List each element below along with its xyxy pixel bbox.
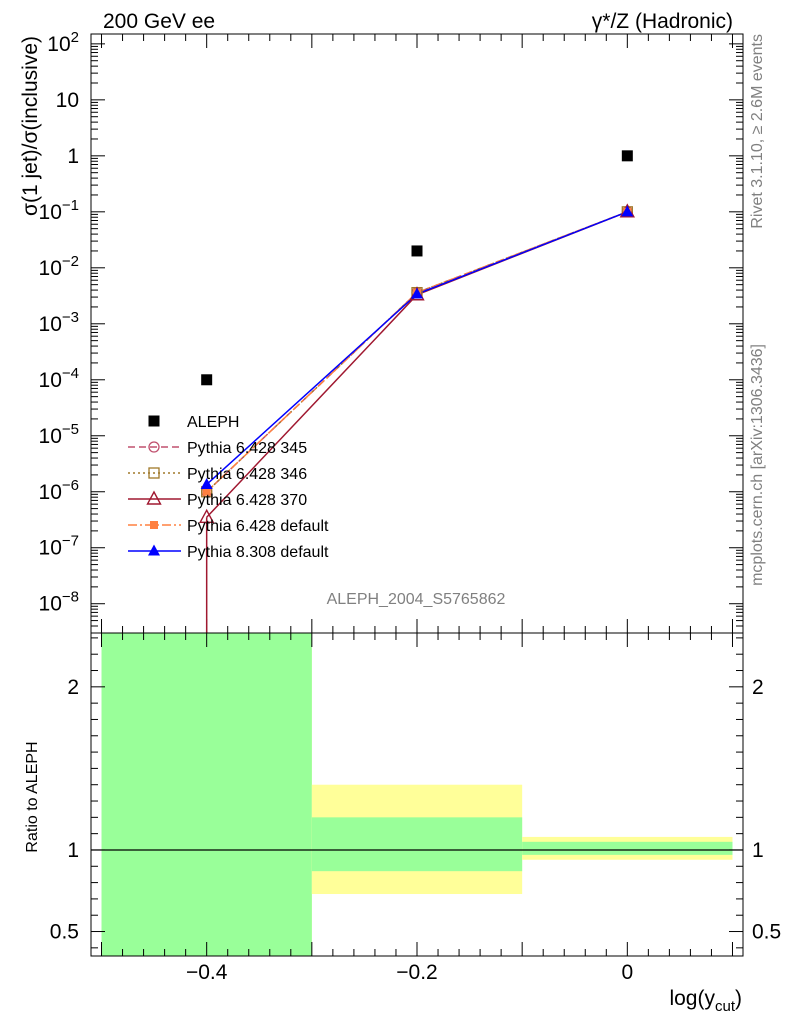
marker-p370 [199,508,215,523]
main-y-axis-label: σ(1 jet)/σ(inclusive) [19,36,42,216]
x-tick-label: −0.4 [186,961,228,984]
ratio-plot-panel: 0.5 0.5 1 1 2 2 −0.4 −0.2 0 [50,632,781,984]
ratio-y-tick-label-left: 1 [67,839,79,862]
legend-label-p8: Pythia 8.308 default [187,544,329,561]
marker-data [201,374,213,386]
ratio-band-inner [522,841,733,855]
legend-label-p345: Pythia 6.428 345 [187,440,307,457]
y-tick-label: 10 [56,89,79,112]
legend-label-data: ALEPH [187,414,239,431]
y-tick-label: 10−1 [39,197,79,224]
y-tick-mantissa: 10 [47,33,70,56]
mc-series-lines [205,211,628,633]
y-tick-label: 10−4 [39,365,79,392]
y-tick-exponent: −7 [62,533,79,550]
y-tick-exponent: −5 [62,421,79,438]
legend-label-p346: Pythia 6.428 346 [187,466,307,483]
x-tick-label: 0 [621,961,633,984]
y-tick-label: 10−2 [39,253,79,280]
legend-marker-data [148,415,160,427]
x-axis-label-main: log(y [669,987,715,1010]
legend-marker-p370 [146,490,162,505]
y-tick-label: 10−6 [39,477,79,504]
ratio-y-tick-label-right: 1 [752,839,764,862]
y-tick-mantissa: 10 [39,313,62,336]
header-right-label: γ*/Z (Hadronic) [592,10,733,33]
ratio-axis-ticks: 0.5 0.5 1 1 2 2 −0.4 −0.2 0 [50,633,781,984]
ratio-y-tick-label-left: 2 [67,676,79,699]
marker-p8 [200,477,213,489]
y-tick-mantissa: 10 [56,89,79,112]
y-tick-exponent: −8 [62,589,79,606]
y-tick-exponent: −3 [62,309,79,326]
series-line-p346 [206,211,628,493]
legend-marker-p345 [148,441,160,453]
y-tick-exponent: 2 [71,29,79,46]
ratio-band-inner [101,633,312,956]
legend-marker-pdef [150,521,158,529]
series-markers [199,150,635,523]
ratio-band-inner [311,817,523,872]
x-axis-label-close: ) [735,987,742,1010]
y-tick-mantissa: 10 [39,425,62,448]
y-tick-exponent: −4 [62,365,79,382]
y-tick-mantissa: 10 [39,593,62,616]
legend-marker-p8 [148,544,160,556]
marker-pdef [202,487,211,496]
ratio-plot-frame [90,632,744,957]
y-tick-mantissa: 1 [67,145,79,168]
y-tick-mantissa: 10 [39,257,62,280]
y-tick-mantissa: 10 [39,537,62,560]
legend: ALEPH Pythia 6.428 345 Pythia 6.428 346 Pyt… [128,414,329,561]
y-tick-label: 102 [47,29,79,56]
y-tick-label: 1 [67,145,79,168]
legend-label-p370: Pythia 6.428 370 [187,492,307,509]
legend-marker-p346 [148,467,160,479]
y-tick-label: 10−5 [39,421,79,448]
y-tick-label: 10−8 [39,589,79,616]
ratio-y-tick-label-right: 0.5 [752,921,781,944]
marker-data [411,245,423,257]
legend-label-pdef: Pythia 6.428 default [187,518,329,535]
marker-data [621,150,633,162]
y-tick-exponent: −6 [62,477,79,494]
x-axis-label-subscript: cut [715,998,736,1015]
marker-p8 [411,287,423,299]
analysis-watermark: ALEPH_2004_S5765862 [327,591,506,608]
y-tick-exponent: −1 [62,197,79,214]
header-left-label: 200 GeV ee [103,10,215,33]
x-axis-label: log(ycut) [669,987,742,1015]
y-tick-exponent: −2 [62,253,79,270]
marker-p8 [621,205,634,217]
x-tick-label: −0.2 [396,961,437,984]
mcplots-site-label: mcplots.cern.ch [arXiv:1306.3436] [749,344,766,586]
rivet-version-label: Rivet 3.1.10, ≥ 2.6M events [749,34,766,229]
y-tick-mantissa: 10 [39,369,62,392]
y-tick-label: 10−7 [39,533,79,560]
y-tick-mantissa: 10 [39,201,62,224]
ratio-uncertainty-bands [101,633,733,956]
ratio-y-tick-label-left: 0.5 [50,921,79,944]
y-tick-mantissa: 10 [39,481,62,504]
ratio-y-tick-label-right: 2 [752,676,764,699]
ratio-y-axis-label: Ratio to ALEPH [24,741,41,852]
y-tick-label: 10−3 [39,309,79,336]
